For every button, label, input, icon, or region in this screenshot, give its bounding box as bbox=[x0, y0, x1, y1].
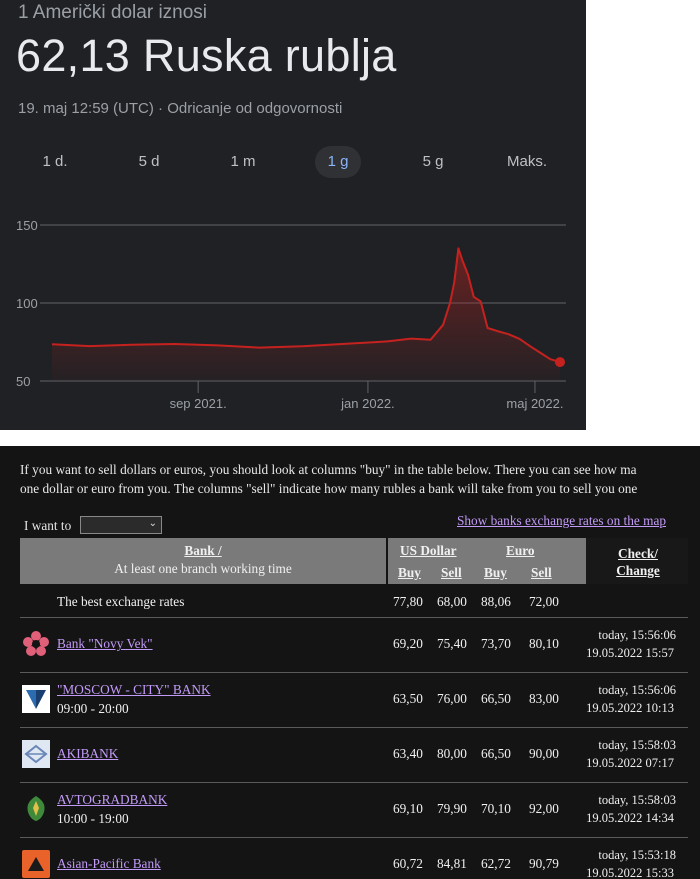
usd-sell-value: 84,81 bbox=[437, 856, 467, 871]
change-time: 19.05.2022 07:17 bbox=[586, 756, 674, 770]
change-time: 19.05.2022 10:13 bbox=[586, 701, 674, 715]
change-column-header[interactable]: Change bbox=[616, 563, 660, 578]
converted-value: 62,13 Ruska rublja bbox=[16, 30, 397, 81]
usd-column-header[interactable]: US Dollar bbox=[400, 543, 457, 558]
check-time: today, 15:56:06 bbox=[598, 628, 676, 642]
conversion-subtitle: 1 Američki dolar iznosi bbox=[18, 2, 208, 23]
rate-area-fill bbox=[52, 248, 560, 381]
bank-name-link[interactable]: AKIBANK bbox=[57, 746, 119, 761]
bank-row: Bank "Novy Vek" 69,20 75,40 73,70 80,10 … bbox=[20, 620, 688, 670]
eur-buy-value: 73,70 bbox=[481, 636, 511, 651]
row-divider bbox=[20, 672, 688, 673]
bank-row: AKIBANK 63,40 80,00 66,50 90,00 today, 1… bbox=[20, 730, 688, 780]
bank-name-link[interactable]: Asian-Pacific Bank bbox=[57, 856, 161, 871]
range-tab-1m[interactable]: 1 m bbox=[230, 153, 256, 170]
bank-hours: 09:00 - 20:00 bbox=[57, 701, 129, 716]
show-map-link[interactable]: Show banks exchange rates on the map bbox=[457, 513, 666, 528]
x-tick-label: maj 2022. bbox=[506, 396, 563, 411]
range-tab-5y[interactable]: 5 g bbox=[422, 153, 444, 170]
range-tab-1y[interactable]: 1 g bbox=[315, 146, 361, 178]
eur-sell-value: 90,00 bbox=[529, 746, 559, 761]
check-time: today, 15:56:06 bbox=[598, 683, 676, 697]
eur-column-header[interactable]: Euro bbox=[506, 543, 535, 558]
bank-row: "MOSCOW - CITY" BANK 09:00 - 20:00 63,50… bbox=[20, 675, 688, 725]
i-want-to-select[interactable]: ⌄ bbox=[80, 516, 162, 534]
triangle-logo-icon bbox=[22, 850, 50, 878]
usd-buy-value: 63,50 bbox=[393, 691, 423, 706]
eur-buy-header[interactable]: Buy bbox=[484, 565, 507, 580]
timestamp-disclaimer[interactable]: 19. maj 12:59 (UTC) · Odricanje od odgov… bbox=[18, 100, 343, 117]
eur-buy-value: 70,10 bbox=[481, 801, 511, 816]
rate-series-line bbox=[51, 247, 561, 364]
current-rate-point[interactable] bbox=[555, 357, 565, 368]
exchange-rate-chart[interactable]: 150 100 50 sep 2021. jan 2022. maj 2022. bbox=[0, 200, 586, 430]
working-time-header: At least one branch working time bbox=[114, 561, 292, 576]
eur-sell-value: 83,00 bbox=[529, 691, 559, 706]
row-divider bbox=[20, 727, 688, 728]
best-usd-sell: 68,00 bbox=[437, 594, 467, 609]
bank-hours: 10:00 - 19:00 bbox=[57, 811, 129, 826]
change-time: 19.05.2022 14:34 bbox=[586, 811, 674, 825]
check-time: today, 15:53:18 bbox=[598, 848, 676, 862]
best-rates-row: The best exchange rates 77,80 68,00 88,0… bbox=[20, 585, 688, 615]
eur-buy-value: 66,50 bbox=[481, 691, 511, 706]
usd-sell-value: 76,00 bbox=[437, 691, 467, 706]
bank-row: AVTOGRADBANK 10:00 - 19:00 69,10 79,90 7… bbox=[20, 785, 688, 835]
usd-buy-value: 63,40 bbox=[393, 746, 423, 761]
diamond-logo-icon bbox=[22, 740, 50, 768]
bank-column-header[interactable]: Bank / bbox=[184, 543, 222, 558]
y-tick-label: 100 bbox=[16, 296, 38, 311]
eur-sell-value: 90,79 bbox=[529, 856, 559, 871]
bank-name-link[interactable]: AVTOGRADBANK bbox=[57, 792, 168, 807]
best-usd-buy: 77,80 bbox=[393, 594, 423, 609]
change-time: 19.05.2022 15:33 bbox=[586, 866, 674, 879]
eur-buy-value: 62,72 bbox=[481, 856, 511, 871]
check-time: today, 15:58:03 bbox=[598, 793, 676, 807]
bank-rates-page: If you want to sell dollars or euros, yo… bbox=[0, 446, 700, 879]
intro-text-line-2: one dollar or euro from you. The columns… bbox=[20, 481, 638, 496]
row-divider bbox=[20, 782, 688, 783]
best-rates-label: The best exchange rates bbox=[57, 594, 185, 609]
usd-sell-value: 79,90 bbox=[437, 801, 467, 816]
best-eur-buy: 88,06 bbox=[481, 594, 511, 609]
y-tick-label: 150 bbox=[16, 218, 38, 233]
flower-logo-icon bbox=[23, 631, 49, 656]
usd-sell-header[interactable]: Sell bbox=[441, 565, 462, 580]
currency-widget: 1 Američki dolar iznosi 62,13 Ruska rubl… bbox=[0, 0, 586, 430]
usd-buy-header[interactable]: Buy bbox=[398, 565, 421, 580]
i-want-to-label: I want to bbox=[24, 518, 72, 533]
chevron-down-icon: ⌄ bbox=[148, 518, 157, 529]
range-tab-max[interactable]: Maks. bbox=[506, 153, 547, 170]
eur-sell-value: 80,10 bbox=[529, 636, 559, 651]
intro-text-line-1: If you want to sell dollars or euros, yo… bbox=[20, 462, 637, 477]
shield-logo-icon bbox=[22, 685, 50, 713]
change-time: 19.05.2022 15:57 bbox=[586, 646, 674, 660]
usd-sell-value: 75,40 bbox=[437, 636, 467, 651]
y-tick-label: 50 bbox=[16, 374, 30, 389]
row-divider bbox=[20, 617, 688, 618]
check-column-header[interactable]: Check/ bbox=[618, 546, 658, 561]
range-tab-1d[interactable]: 1 d. bbox=[42, 153, 68, 170]
usd-sell-value: 80,00 bbox=[437, 746, 467, 761]
eur-sell-header[interactable]: Sell bbox=[531, 565, 552, 580]
usd-buy-value: 60,72 bbox=[393, 856, 423, 871]
row-divider bbox=[20, 837, 688, 838]
bank-name-link[interactable]: "MOSCOW - CITY" BANK bbox=[57, 682, 211, 697]
usd-buy-value: 69,20 bbox=[393, 636, 423, 651]
rates-table-header: Bank / At least one branch working time … bbox=[20, 538, 688, 584]
emblem-logo-icon bbox=[27, 796, 45, 821]
best-eur-sell: 72,00 bbox=[529, 594, 559, 609]
check-time: today, 15:58:03 bbox=[598, 738, 676, 752]
bank-name-link[interactable]: Bank "Novy Vek" bbox=[57, 636, 153, 651]
x-tick-label: jan 2022. bbox=[340, 396, 395, 411]
eur-buy-value: 66,50 bbox=[481, 746, 511, 761]
usd-buy-value: 69,10 bbox=[393, 801, 423, 816]
eur-sell-value: 92,00 bbox=[529, 801, 559, 816]
x-tick-label: sep 2021. bbox=[170, 396, 227, 411]
bank-row: Asian-Pacific Bank 60,72 84,81 62,72 90,… bbox=[20, 840, 688, 879]
range-tab-5d[interactable]: 5 d bbox=[138, 153, 160, 170]
